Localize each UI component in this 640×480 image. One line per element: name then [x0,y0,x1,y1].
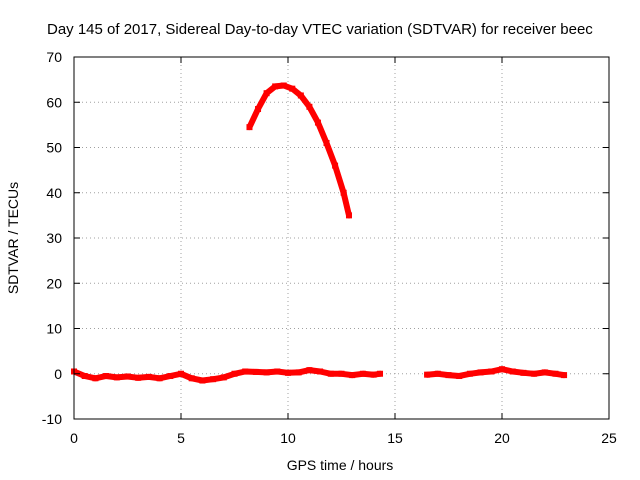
data-point [145,373,152,380]
data-point [272,83,279,90]
y-tick-label: 70 [46,49,62,65]
data-point [377,370,384,377]
data-point [349,372,356,379]
x-tick-label: 15 [387,430,403,446]
data-point [466,370,473,377]
series-line-baseline-1 [71,367,383,384]
data-point [210,376,217,383]
grid [74,57,609,419]
data-point [477,369,484,376]
data-point [370,371,377,378]
data-point [263,369,270,376]
data-point [314,119,321,126]
data-point [338,370,345,377]
y-axis-label: SDTVAR / TECUs [5,182,21,294]
data-point [340,189,347,196]
data-point [531,370,538,377]
chart-title: Day 145 of 2017, Sidereal Day-to-day VTE… [47,21,593,38]
data-point [499,366,505,373]
data-point [327,370,334,377]
y-tick-label: 40 [46,185,62,201]
data-point [434,370,441,377]
data-point [332,162,339,169]
data-point [456,373,463,380]
data-point [561,372,568,379]
data-point [323,139,330,146]
data-point [124,373,131,380]
data-point [156,375,163,382]
x-tick-label: 20 [494,430,510,446]
data-point [289,85,296,92]
y-tick-label: 60 [46,94,62,110]
x-tick-label: 5 [177,430,185,446]
y-tick-label: 10 [46,321,62,337]
data-point [167,373,174,380]
y-tick-label: 30 [46,230,62,246]
data-point [285,369,291,376]
data-point [274,368,281,375]
data-point [306,367,313,374]
data-point [231,370,238,377]
data-point [488,368,495,375]
data-point [135,374,142,381]
data-point [220,374,227,381]
series-line-arc-high [246,82,352,219]
x-tick-label: 0 [70,430,78,446]
data-point [445,372,452,379]
data-point [246,124,253,131]
data-point [509,368,516,375]
data-point [541,369,548,376]
data-point [424,371,431,378]
data-point [345,212,352,219]
data-point [81,373,88,380]
data-point [359,370,366,377]
data-point [552,370,559,377]
plot-area [71,82,568,384]
data-point [242,368,249,375]
data-point [306,103,313,110]
data-point [113,374,120,381]
x-tick-label: 25 [601,430,617,446]
data-point [199,377,206,384]
data-point [255,106,262,113]
data-point [178,370,184,377]
data-point [280,82,287,89]
axis-ticks: 0 5 10 15 20 25 -10 0 10 20 30 40 50 60 70 [42,49,617,446]
data-point [520,369,527,376]
y-tick-label: 50 [46,140,62,156]
y-tick-label: -10 [42,411,62,427]
data-point [317,368,324,375]
x-tick-label: 10 [280,430,296,446]
y-tick-label: 0 [54,366,62,382]
data-point [103,373,110,380]
data-point [188,375,195,382]
y-tick-label: 20 [46,275,62,291]
data-point [297,92,304,99]
x-axis-label: GPS time / hours [287,457,394,473]
data-point [295,369,302,376]
data-point [263,90,270,97]
data-point [252,368,259,375]
data-point [92,375,99,382]
